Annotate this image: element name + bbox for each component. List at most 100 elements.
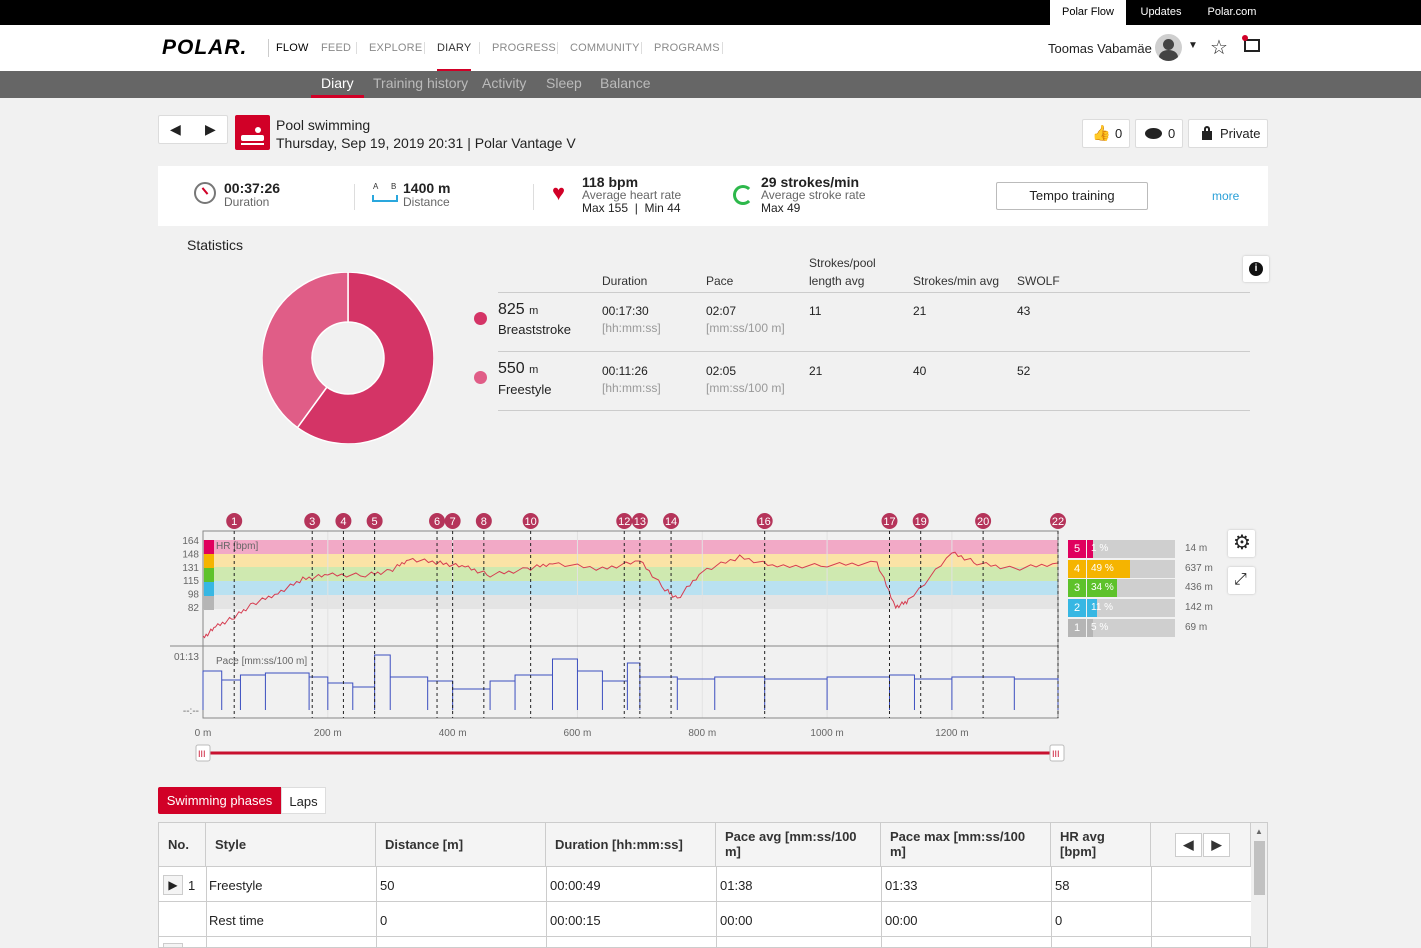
tempo-training-button[interactable]: Tempo training bbox=[996, 182, 1148, 210]
row0-dist: 825 m bbox=[498, 301, 539, 318]
table-row[interactable]: ▶ 1 Freestyle 50 00:00:49 01:38 01:33 58 bbox=[159, 867, 1251, 902]
tab-swimming-phases[interactable]: Swimming phases bbox=[158, 787, 281, 814]
hr-value: 118 bpm bbox=[582, 174, 639, 190]
summary-card: 00:37:26 Duration A B 1400 m Distance ♥ … bbox=[158, 166, 1268, 226]
tab-laps[interactable]: Laps bbox=[281, 787, 326, 814]
legend-dot-freestyle bbox=[474, 371, 487, 384]
lap-marker[interactable] bbox=[756, 513, 773, 529]
star-icon[interactable]: ☆ bbox=[1210, 37, 1228, 59]
distance-value: 1400 m bbox=[403, 180, 451, 196]
subnav-balance[interactable]: Balance bbox=[600, 75, 651, 91]
fullscreen-button[interactable]: ⤢ bbox=[1228, 567, 1255, 594]
lap-marker-label: 3 bbox=[309, 516, 315, 528]
zone-pct: 5 % bbox=[1091, 621, 1109, 633]
prev-arrow-icon[interactable]: ◀ bbox=[170, 121, 181, 137]
plot-frame bbox=[202, 530, 1059, 719]
lap-marker[interactable] bbox=[522, 513, 539, 529]
nav-community[interactable]: COMMUNITY bbox=[570, 42, 640, 54]
lap-marker[interactable] bbox=[616, 513, 633, 529]
lap-marker[interactable] bbox=[663, 513, 680, 529]
lap-marker-label: 4 bbox=[340, 516, 346, 528]
cell-hr-avg: 0 bbox=[1055, 913, 1063, 928]
subnav-sleep[interactable]: Sleep bbox=[546, 75, 582, 91]
lap-marker-label: 12 bbox=[618, 516, 630, 528]
lap-marker[interactable] bbox=[429, 513, 446, 529]
polar-logo[interactable]: POLAR. bbox=[162, 36, 248, 59]
lap-marker[interactable] bbox=[475, 513, 492, 529]
zone-distance: 69 m bbox=[1185, 621, 1208, 633]
privacy-button[interactable]: Private bbox=[1188, 119, 1268, 148]
nav-flow[interactable]: FLOW bbox=[276, 42, 309, 54]
row0-duration-unit: [hh:mm:ss] bbox=[602, 321, 661, 335]
row1-pace: 02:05 bbox=[706, 364, 737, 378]
expand-row-icon[interactable]: ▶ bbox=[163, 875, 183, 895]
nav-programs[interactable]: PROGRAMS bbox=[654, 42, 720, 54]
zone-bar-track: 5 % bbox=[1087, 618, 1175, 637]
cell-hr-avg: 58 bbox=[1055, 878, 1070, 893]
zone-pct: 11 % bbox=[1091, 602, 1114, 614]
hr-pace-chart: HR [bpm] Pace [mm:ss/100 m] 164148131115… bbox=[170, 513, 1066, 762]
cell-distance: 50 bbox=[380, 878, 395, 893]
more-link[interactable]: more bbox=[1212, 189, 1240, 203]
th-no: No. bbox=[159, 823, 206, 867]
user-name[interactable]: Toomas Vabamäe bbox=[1048, 41, 1152, 56]
chevron-down-icon[interactable]: ▼ bbox=[1188, 40, 1198, 51]
zone-row-1: 1 5 % 69 m bbox=[1068, 618, 1228, 637]
subnav-activity[interactable]: Activity bbox=[482, 75, 527, 91]
lap-marker[interactable] bbox=[366, 513, 383, 529]
lap-marker[interactable] bbox=[912, 513, 929, 529]
col-next-icon[interactable]: ▶ bbox=[1203, 833, 1230, 857]
th-style: Style bbox=[206, 823, 376, 867]
expand-row-icon[interactable] bbox=[163, 943, 183, 947]
lap-marker[interactable] bbox=[881, 513, 898, 529]
nav-diary[interactable]: DIARY bbox=[437, 25, 472, 71]
range-handle-left[interactable] bbox=[195, 744, 211, 762]
th-pace-max: Pace max [mm:ss/100 m] bbox=[881, 823, 1051, 867]
subnav-diary[interactable]: Diary bbox=[311, 71, 364, 98]
next-arrow-icon[interactable]: ▶ bbox=[205, 121, 216, 137]
zone-number: 5 bbox=[1068, 540, 1086, 558]
zone-pct: 49 % bbox=[1091, 562, 1114, 574]
nav-progress[interactable]: PROGRESS bbox=[492, 42, 556, 54]
avatar[interactable] bbox=[1155, 34, 1182, 61]
stroke-rate-max: Max 49 bbox=[761, 201, 801, 215]
lap-marker[interactable] bbox=[226, 513, 243, 529]
zone-pct: 34 % bbox=[1091, 582, 1114, 594]
row1-spm: 40 bbox=[913, 364, 927, 378]
lap-marker[interactable] bbox=[304, 513, 321, 529]
comment-count: 0 bbox=[1168, 126, 1176, 141]
lap-marker[interactable] bbox=[335, 513, 352, 529]
thumbs-up-icon: 👍 bbox=[1092, 125, 1111, 142]
info-button[interactable]: i bbox=[1243, 256, 1269, 282]
col-prev-icon[interactable]: ◀ bbox=[1175, 833, 1202, 857]
like-button[interactable]: 👍 0 bbox=[1082, 119, 1130, 148]
stroke-rate-icon bbox=[733, 185, 753, 205]
lap-marker[interactable] bbox=[631, 513, 648, 529]
nav-feed[interactable]: FEED bbox=[321, 42, 352, 54]
col-duration: Duration bbox=[602, 274, 648, 288]
session-subtitle: Thursday, Sep 19, 2019 20:31 | Polar Van… bbox=[276, 135, 576, 151]
notifications-icon[interactable] bbox=[1242, 35, 1260, 52]
top-link-updates[interactable]: Updates bbox=[1140, 6, 1182, 18]
nav-explore[interactable]: EXPLORE bbox=[369, 42, 423, 54]
row1-pace-unit: [mm:ss/100 m] bbox=[706, 381, 785, 395]
lap-marker-label: 19 bbox=[915, 516, 927, 528]
lap-marker[interactable] bbox=[1050, 513, 1066, 529]
zone-swatch bbox=[204, 596, 214, 610]
top-link-polar-com[interactable]: Polar.com bbox=[1207, 6, 1257, 18]
subnav-training-history[interactable]: Training history bbox=[373, 75, 469, 91]
lap-marker[interactable] bbox=[975, 513, 992, 529]
zone-number: 1 bbox=[1068, 618, 1086, 637]
zone-row-2: 2 11 % 142 m bbox=[1068, 599, 1228, 618]
chart-settings-button[interactable]: ⚙ bbox=[1228, 530, 1255, 557]
comment-button[interactable]: 0 bbox=[1135, 119, 1183, 148]
col-swolf: SWOLF bbox=[1017, 274, 1060, 288]
table-scrollbar[interactable]: ▲ bbox=[1251, 823, 1267, 947]
range-handle-right[interactable] bbox=[1049, 744, 1065, 762]
row0-spm: 21 bbox=[913, 304, 927, 318]
top-link-polar-flow[interactable]: Polar Flow bbox=[1050, 0, 1126, 25]
table-row[interactable]: Rest time 0 00:00:15 00:00 00:00 0 bbox=[159, 902, 1251, 937]
lap-marker[interactable] bbox=[444, 513, 461, 529]
like-count: 0 bbox=[1115, 126, 1123, 141]
zone-swatch bbox=[204, 554, 214, 568]
